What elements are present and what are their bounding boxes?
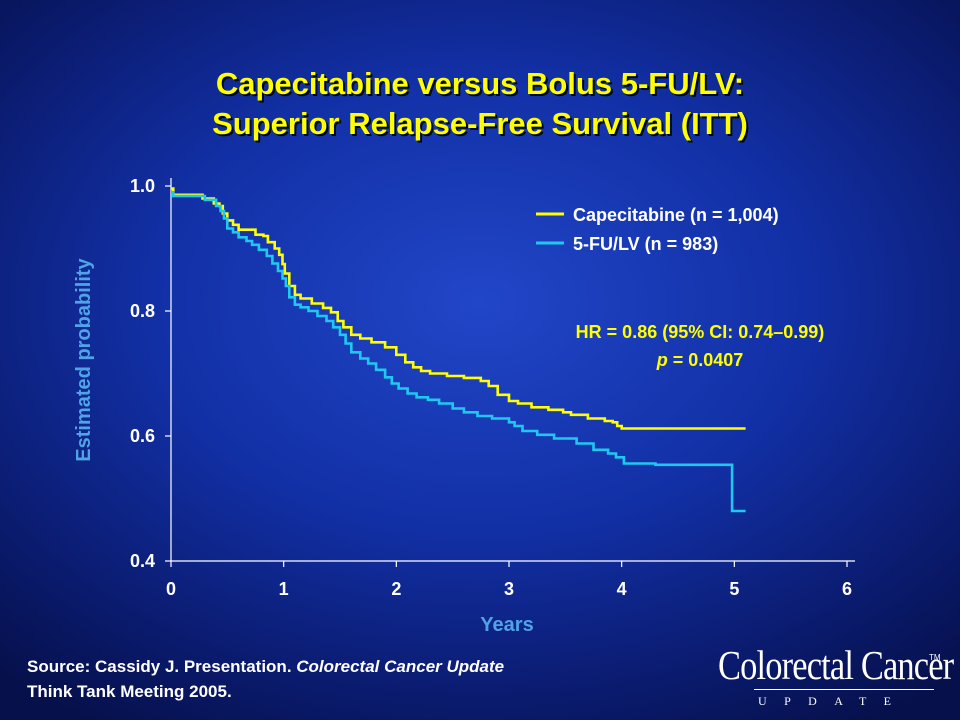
legend-label-capecitabine: Capecitabine (n = 1,004) bbox=[573, 205, 779, 225]
x-tick-label: 5 bbox=[729, 579, 739, 599]
y-tick-label: 0.4 bbox=[130, 551, 155, 571]
chart-title-line-1: Capecitabine versus Bolus 5-FU/LV: bbox=[215, 66, 745, 101]
source-line-1: Source: Cassidy J. Presentation. Colorec… bbox=[27, 654, 667, 679]
source-line-2: Think Tank Meeting 2005. bbox=[27, 682, 232, 701]
x-axis-label: Years bbox=[480, 614, 533, 636]
logo-divider bbox=[754, 689, 934, 690]
p-value-number: = 0.0407 bbox=[668, 350, 744, 370]
x-tick-label: 0 bbox=[166, 579, 176, 599]
chart-series bbox=[171, 187, 746, 513]
y-axis-label: Estimated probability bbox=[73, 257, 95, 461]
x-tick-label: 3 bbox=[504, 579, 514, 599]
legend: Capecitabine (n = 1,004) 5-FU/LV (n = 98… bbox=[536, 205, 779, 254]
x-tick-label: 4 bbox=[617, 579, 627, 599]
chart-axes: 0 1 2 3 4 5 6 0.4 0.6 0.8 1.0 bbox=[130, 176, 855, 599]
logo-wordmark: Colorectal Cancer bbox=[718, 642, 954, 688]
series-line-fu-lv bbox=[171, 191, 746, 513]
legend-label-fu-lv: 5-FU/LV (n = 983) bbox=[573, 234, 718, 254]
hazard-ratio-annotation: HR = 0.86 (95% CI: 0.74–0.99) p = 0.0407 bbox=[576, 322, 825, 370]
p-value-text: p = 0.0407 bbox=[656, 350, 744, 370]
x-tick-label: 1 bbox=[279, 579, 289, 599]
series-line-capecitabine bbox=[171, 187, 746, 430]
source-italic: Colorectal Cancer Update bbox=[296, 657, 505, 676]
y-tick-label: 0.6 bbox=[130, 426, 155, 446]
logo-trademark: TM bbox=[929, 653, 941, 662]
source-citation: Source: Cassidy J. Presentation. Colorec… bbox=[27, 654, 667, 704]
colorectal-cancer-update-logo: Colorectal Cancer TM UPDATE bbox=[718, 643, 954, 708]
chart-title-line-2: Superior Relapse-Free Survival (ITT) bbox=[212, 106, 748, 141]
y-tick-label: 1.0 bbox=[130, 176, 155, 196]
x-tick-label: 6 bbox=[842, 579, 852, 599]
x-tick-label: 2 bbox=[391, 579, 401, 599]
chart-title: Capecitabine versus Bolus 5-FU/LV: Super… bbox=[0, 64, 960, 144]
source-prefix: Source: Cassidy J. Presentation. bbox=[27, 657, 297, 676]
p-value-label: p bbox=[656, 350, 668, 370]
logo-subtitle: UPDATE bbox=[758, 694, 909, 708]
y-tick-label: 0.8 bbox=[130, 301, 155, 321]
hazard-ratio-text: HR = 0.86 (95% CI: 0.74–0.99) bbox=[576, 322, 825, 342]
